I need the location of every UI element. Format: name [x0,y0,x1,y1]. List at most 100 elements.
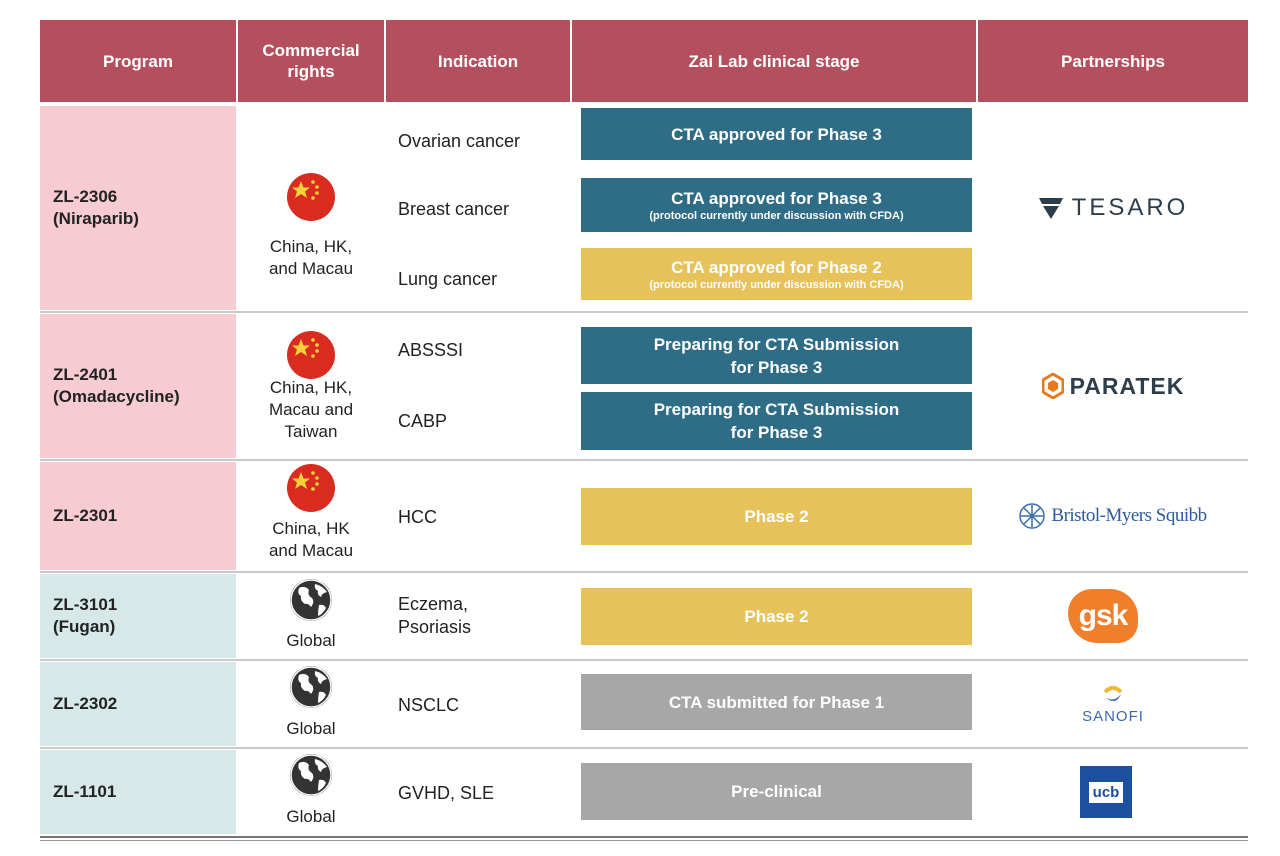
rights-text: China, HK, [269,378,353,397]
rights-text: Taiwan [284,422,338,441]
partner-logo: Bristol-Myers Squibb [978,501,1248,531]
rights-cell: China, HK and Macau [238,518,384,562]
header-text: Commercial [262,41,360,60]
header-text: rights [287,62,335,81]
indication-text: Psoriasis [398,617,472,637]
partner-name: SANOFI [1082,707,1144,725]
program-name: (Niraparib) [53,209,139,228]
china-flag-icon [287,464,335,512]
china-flag-icon [287,331,335,379]
stage-box: CTA approved for Phase 3 [581,108,972,160]
indication: ABSSSI [398,339,463,362]
program-cell-bg [40,574,236,658]
indication-text: Breast cancer [398,198,510,219]
header-cell: Indication [386,20,570,102]
row-separator [40,659,1248,661]
indication: Breast cancer [398,198,509,221]
program-name: ZL-2302 [53,694,118,713]
partner-logo: PARATEK [978,368,1248,404]
stage-text: CTA approved for Phase 3 [671,189,882,208]
paratek-icon [1041,373,1064,399]
program-name: (Fugan) [53,617,116,636]
row-separator [40,459,1248,461]
indication-text: HCC [398,506,437,527]
rights-cell: Global [238,718,384,740]
indication-text: Eczema, [398,594,469,614]
sanofi-icon [1103,685,1123,701]
rights-cell: Global [238,630,384,652]
indication-text: NSCLC [398,694,460,715]
stage-text: Phase 2 [744,607,809,626]
indication: Ovarian cancer [398,130,520,153]
indication: NSCLC [398,694,459,717]
indication: HCC [398,506,437,529]
program-cell-bg [40,750,236,834]
stage-box: Phase 2 [581,488,972,545]
rights-text: China, HK, [269,237,353,256]
partner-name: TESARO [1071,194,1189,221]
stage-box: Preparing for CTA Submission for Phase 3 [581,327,972,384]
tesaro-icon [1038,198,1063,219]
row-separator [40,747,1248,749]
program-name: ZL-2301 [53,506,118,525]
program-cell: ZL-2302 [40,662,236,746]
rights-text: Global [286,631,336,650]
header-cell: Zai Lab clinical stage [572,20,976,102]
rights-icon [286,172,336,227]
stage-box: CTA submitted for Phase 1 [581,674,972,730]
partner-name: Bristol-Myers Squibb [1051,505,1207,526]
row-separator [40,571,1248,573]
partner-name: gsk [1078,599,1129,632]
program-cell: ZL-2301 [40,462,236,570]
stage-box: CTA approved for Phase 2 (protocol curren… [581,248,972,300]
rights-icon [286,463,336,518]
rights-cell: China, HK, Macau and Taiwan [238,377,384,443]
rights-cell: China, HK, and Macau [238,236,384,280]
indication-text: CABP [398,410,448,431]
rights-text: Global [286,719,336,738]
program-name: ZL-2306 [53,187,118,206]
bms-icon [1019,503,1046,529]
header-text: Program [103,51,173,71]
rights-text: and Macau [268,259,354,278]
indication: Lung cancer [398,268,497,291]
stage-text: Phase 2 [744,507,809,526]
china-flag-icon [287,173,335,221]
stage-text: Pre-clinical [731,782,822,801]
stage-box: Preparing for CTA Submission for Phase 3 [581,392,972,450]
program-cell-bg [40,662,236,746]
indication: CABP [398,410,447,433]
partner-logo: ucb [1080,766,1132,818]
program-cell: ZL-3101 (Fugan) [40,574,236,658]
header-text: Indication [437,51,519,71]
table-bottom-rule [40,836,1248,838]
table-bottom-rule [40,840,1248,841]
header-cell: Commercial rights [238,20,384,102]
header-text: Partnerships [1061,51,1165,71]
partner-logo: gsk [1068,589,1138,643]
indication-text: GVHD, SLE [398,782,495,803]
program-name: ZL-2401 [53,365,118,384]
stage-note: (protocol currently under discussion wit… [649,279,904,291]
header-text: Zai Lab clinical stage [688,51,860,71]
program-cell-bg [40,314,236,458]
row-separator [40,311,1248,313]
stage-text: Preparing for CTA Submission [653,400,900,419]
rights-text: and Macau [268,541,354,560]
partner-logo: SANOFI [1048,678,1178,730]
stage-text: for Phase 3 [730,423,823,442]
rights-icon [289,578,333,627]
program-cell-bg [40,462,236,570]
header-cell: Partnerships [978,20,1248,102]
stage-box: Phase 2 [581,588,972,645]
stage-box: CTA approved for Phase 3 (protocol curren… [581,178,972,232]
rights-icon [289,753,333,802]
rights-icon [289,665,333,714]
stage-text: Preparing for CTA Submission [653,334,900,354]
rights-text: China, HK [272,519,350,538]
stage-text: CTA approved for Phase 3 [671,124,882,144]
indication-text: Ovarian cancer [398,130,521,151]
program-cell: ZL-2306 (Niraparib) [40,106,236,310]
stage-note: (protocol currently under discussion wit… [649,210,904,222]
